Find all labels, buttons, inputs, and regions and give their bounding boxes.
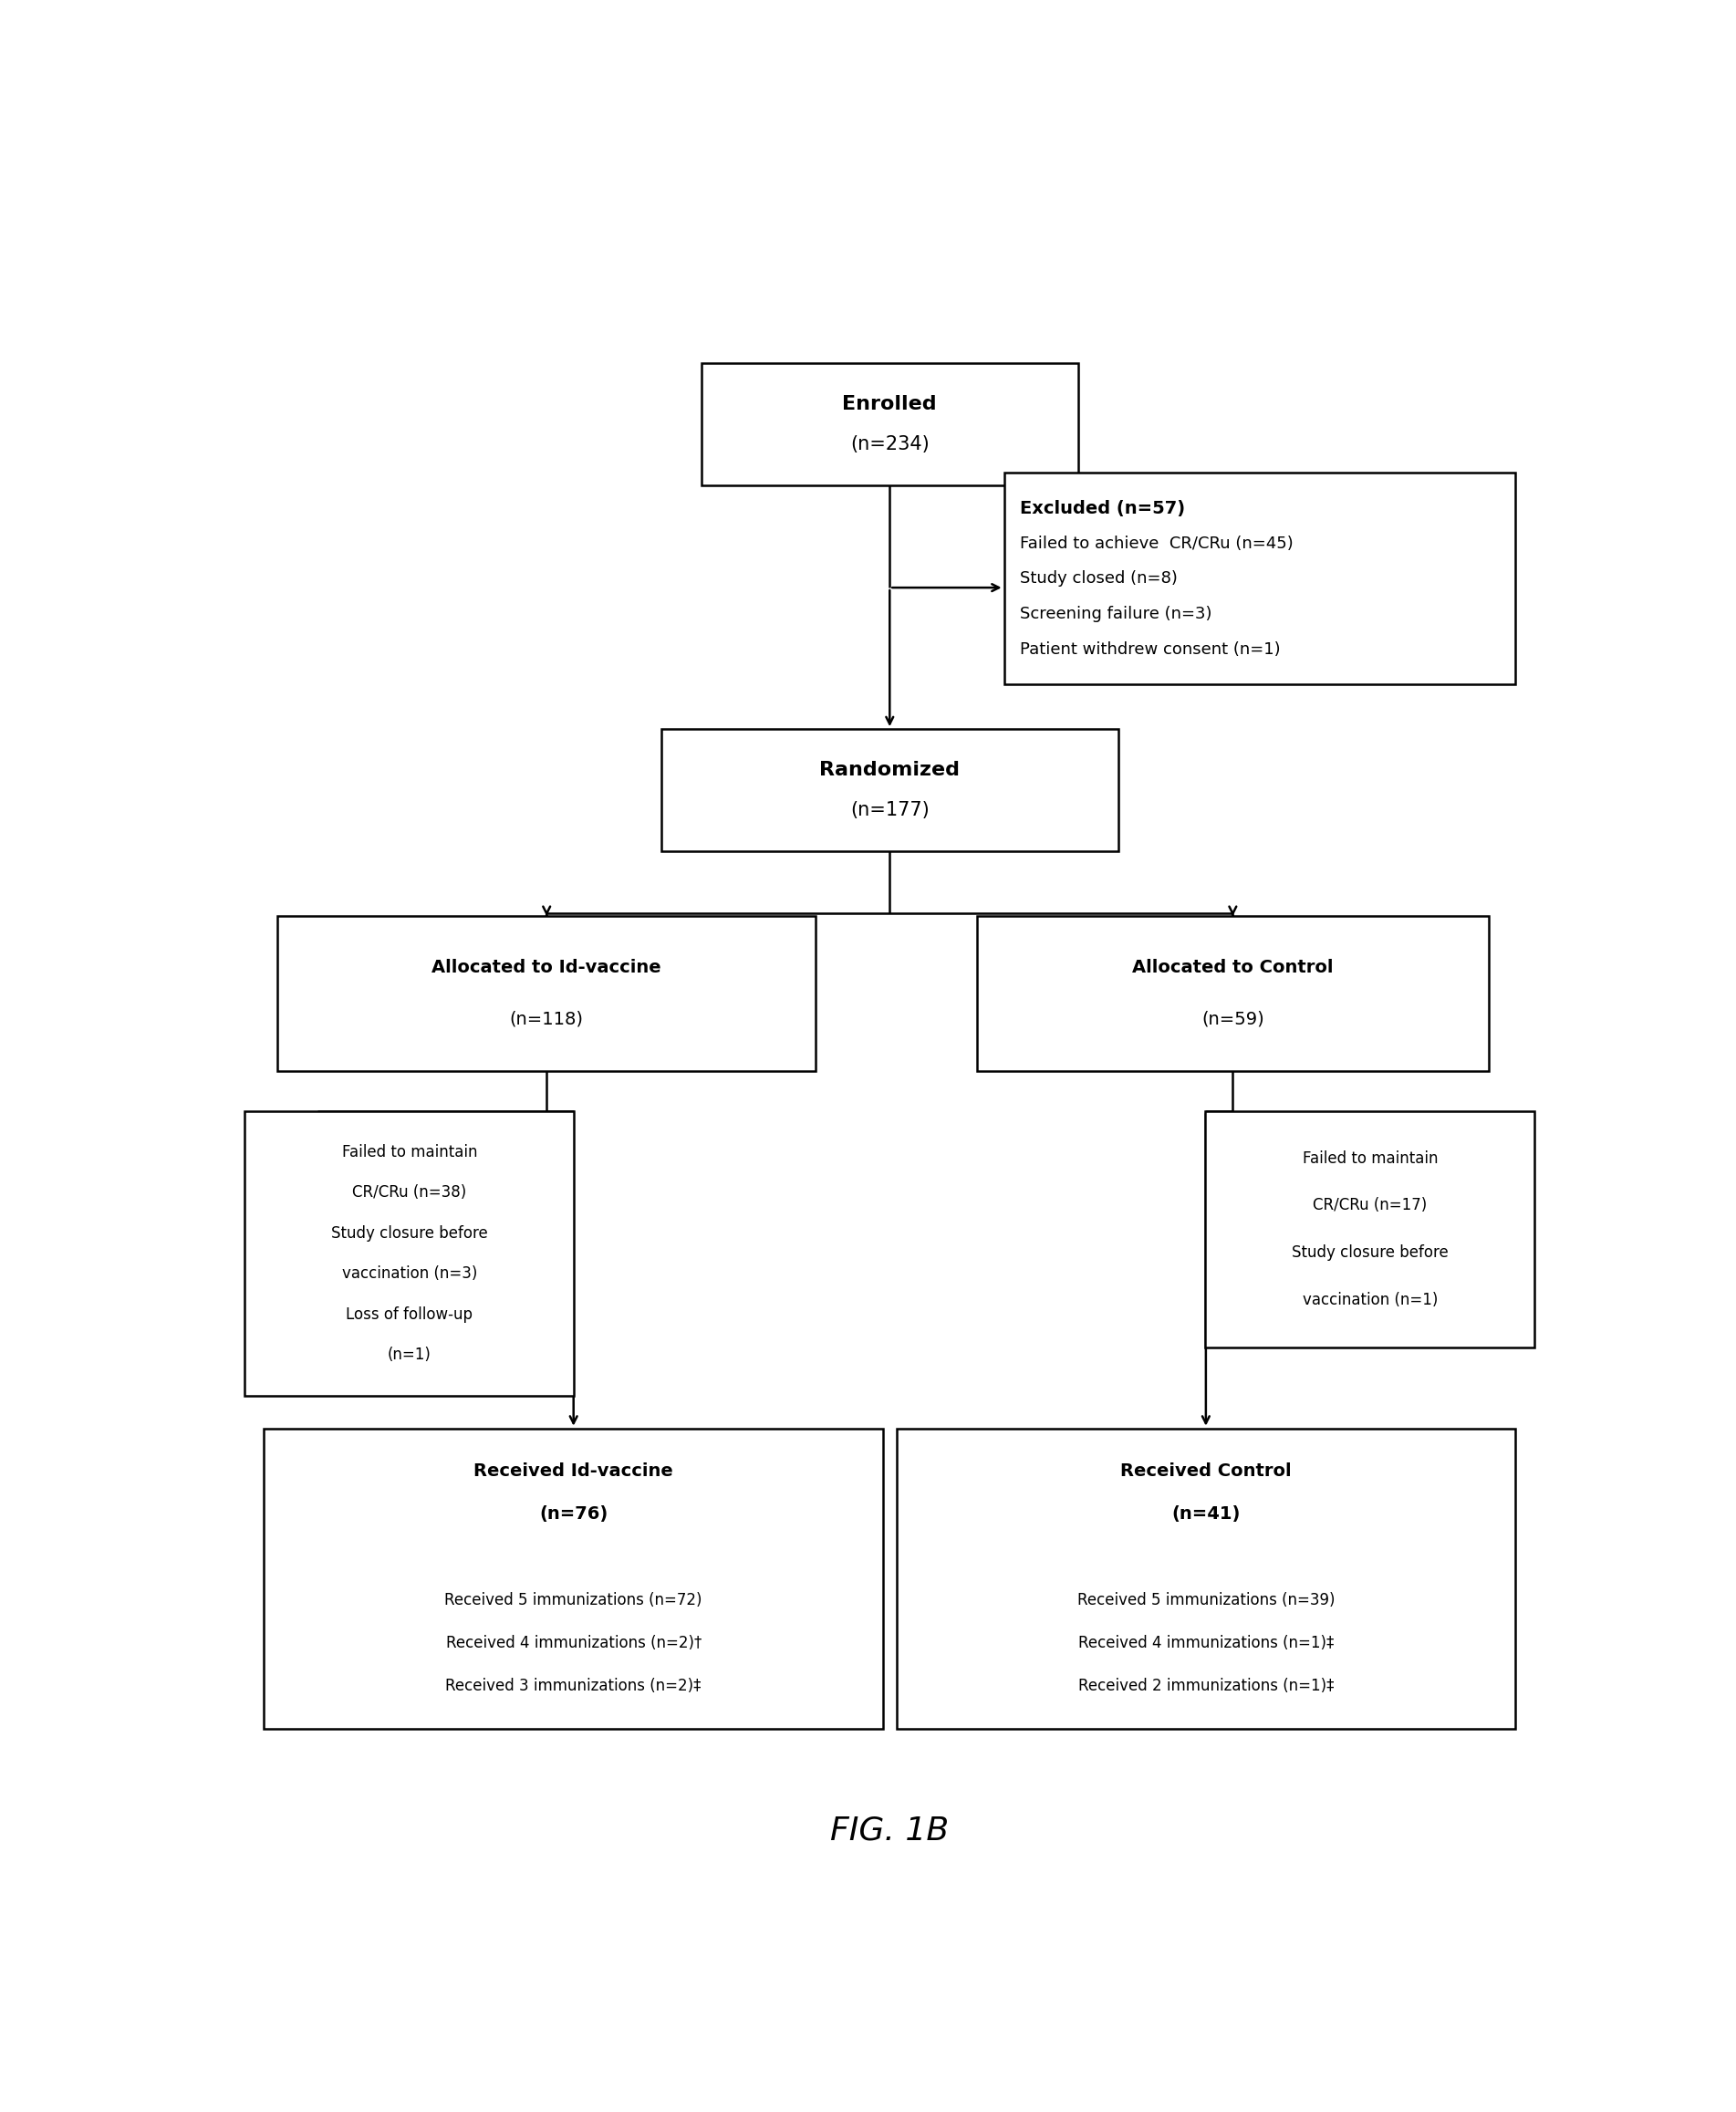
Text: Received Control: Received Control (1120, 1464, 1292, 1481)
Text: Received 5 immunizations (n=72): Received 5 immunizations (n=72) (444, 1592, 703, 1609)
Text: Failed to maintain: Failed to maintain (342, 1145, 477, 1159)
Text: Received 4 immunizations (n=1)‡: Received 4 immunizations (n=1)‡ (1078, 1635, 1333, 1652)
Text: (n=76): (n=76) (540, 1506, 608, 1523)
Bar (701, 363, 1078, 486)
Bar (1003, 473, 1516, 684)
Text: (n=177): (n=177) (851, 800, 929, 819)
Text: Screening failure (n=3): Screening failure (n=3) (1021, 606, 1212, 623)
Bar (245, 1111, 575, 1396)
Text: vaccination (n=3): vaccination (n=3) (342, 1265, 477, 1282)
Text: Allocated to Control: Allocated to Control (1132, 959, 1333, 976)
Text: FIG. 1B: FIG. 1B (830, 1816, 950, 1846)
Text: Patient withdrew consent (n=1): Patient withdrew consent (n=1) (1021, 640, 1281, 657)
Text: Received Id-vaccine: Received Id-vaccine (474, 1464, 674, 1481)
Text: (n=234): (n=234) (851, 435, 929, 454)
Text: (n=1): (n=1) (387, 1347, 431, 1364)
Text: (n=59): (n=59) (1201, 1010, 1264, 1029)
Text: vaccination (n=1): vaccination (n=1) (1302, 1293, 1437, 1307)
Text: Received 2 immunizations (n=1)‡: Received 2 immunizations (n=1)‡ (1078, 1679, 1333, 1694)
Text: Study closed (n=8): Study closed (n=8) (1021, 570, 1179, 587)
Text: (n=41): (n=41) (1172, 1506, 1240, 1523)
Text: Randomized: Randomized (819, 760, 960, 779)
Bar (264, 1428, 884, 1730)
Text: Failed to achieve  CR/CRu (n=45): Failed to achieve CR/CRu (n=45) (1021, 534, 1293, 551)
Text: Excluded (n=57): Excluded (n=57) (1021, 501, 1186, 517)
Text: Received 3 immunizations (n=2)‡: Received 3 immunizations (n=2)‡ (446, 1679, 701, 1694)
Text: CR/CRu (n=38): CR/CRu (n=38) (352, 1185, 467, 1202)
Text: Allocated to Id-vaccine: Allocated to Id-vaccine (432, 959, 661, 976)
Text: Received 5 immunizations (n=39): Received 5 immunizations (n=39) (1076, 1592, 1335, 1609)
Text: Enrolled: Enrolled (842, 395, 937, 414)
Text: (n=118): (n=118) (510, 1010, 583, 1029)
Text: Received 4 immunizations (n=2)†: Received 4 immunizations (n=2)† (446, 1635, 701, 1652)
Bar (661, 729, 1118, 851)
Text: Study closure before: Study closure before (1292, 1244, 1448, 1261)
Bar (278, 917, 816, 1071)
Text: Failed to maintain: Failed to maintain (1302, 1151, 1437, 1166)
Bar (896, 1428, 1516, 1730)
Bar (1205, 1111, 1535, 1347)
Text: Loss of follow-up: Loss of follow-up (345, 1307, 472, 1322)
Text: CR/CRu (n=17): CR/CRu (n=17) (1312, 1198, 1427, 1214)
Bar (977, 917, 1488, 1071)
Text: Study closure before: Study closure before (332, 1225, 488, 1242)
